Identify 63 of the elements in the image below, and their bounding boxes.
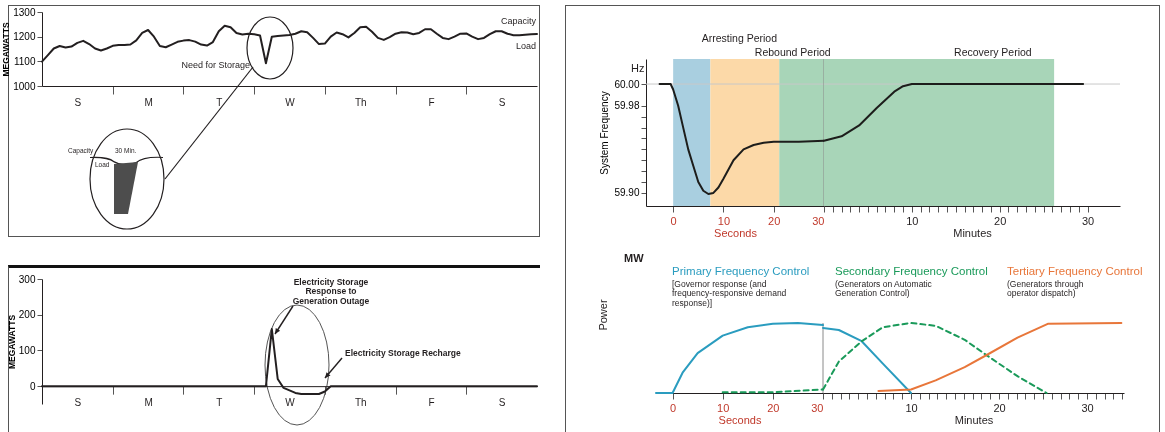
x-axis-title: Minutes bbox=[954, 413, 994, 426]
x-tick-label: 30 bbox=[1081, 214, 1095, 227]
annotation: Load bbox=[515, 41, 536, 52]
y-tick-label: 1000 bbox=[13, 80, 36, 92]
x-tick-label: F bbox=[428, 396, 435, 408]
y-axis-title: Power bbox=[596, 299, 610, 331]
x-tick-label: S bbox=[74, 396, 82, 408]
text: [Governor response (and frequency-responsive demand response)] bbox=[672, 279, 788, 309]
y-axis-title: MEGAWATTS bbox=[6, 314, 17, 370]
y-tick-label: 59.90 bbox=[614, 187, 640, 199]
x-tick-label: 0 bbox=[670, 214, 677, 227]
y-axis-title: System Frequency bbox=[599, 91, 611, 175]
x-tick-label: 30 bbox=[1081, 401, 1094, 414]
y-tick-label: 300 bbox=[18, 273, 36, 285]
x-tick-label: M bbox=[144, 396, 153, 408]
band-label: Rebound Period bbox=[754, 46, 831, 58]
y-tick-label: 1200 bbox=[13, 31, 36, 43]
x-tick-label: 0 bbox=[669, 401, 677, 414]
annotation: Electricity Storage Response to Generation Outage bbox=[291, 277, 371, 307]
text: Primary Frequency Control bbox=[672, 265, 810, 278]
x-tick-label: F bbox=[428, 96, 435, 108]
y-tick-label: 0 bbox=[29, 380, 36, 392]
y-tick-label: 59.98 bbox=[614, 100, 640, 112]
x-tick-label: 30 bbox=[812, 214, 825, 227]
x-tick-label: W bbox=[285, 96, 296, 108]
x-tick-label: 10 bbox=[717, 214, 731, 227]
y-tick-label: 200 bbox=[18, 309, 36, 321]
x-tick-label: S bbox=[498, 96, 506, 108]
x-axis-title: Minutes bbox=[953, 226, 993, 239]
x-tick-label: S bbox=[74, 96, 82, 108]
annotation: Capacity bbox=[500, 16, 536, 27]
text: MW bbox=[624, 252, 644, 265]
x-tick-label: 10 bbox=[717, 401, 730, 414]
x-tick-label: 10 bbox=[905, 401, 918, 414]
x-tick-label: 20 bbox=[768, 214, 781, 227]
x-tick-label: 20 bbox=[994, 214, 1007, 227]
x-tick-label: Th bbox=[354, 96, 367, 108]
band-label: Arresting Period bbox=[701, 32, 778, 44]
x-tick-label: 30 bbox=[811, 401, 824, 414]
text: Secondary Frequency Control bbox=[835, 265, 988, 278]
x-tick-label: T bbox=[216, 396, 223, 408]
text: (Generators on Automatic Generation Control) bbox=[835, 279, 933, 299]
y-tick-label: 60.00 bbox=[614, 78, 640, 90]
text: Tertiary Frequency Control bbox=[1007, 265, 1143, 278]
y-tick-label: 1100 bbox=[13, 55, 36, 67]
annotation: Need for Storage bbox=[181, 60, 250, 71]
x-axis-title: Seconds bbox=[714, 226, 758, 239]
x-tick-label: M bbox=[144, 96, 153, 108]
x-tick-label: 10 bbox=[906, 214, 919, 227]
x-tick-label: W bbox=[285, 396, 296, 408]
x-tick-label: 20 bbox=[993, 401, 1006, 414]
text: (Generators through operator dispatch) bbox=[1007, 279, 1085, 299]
annotation: Electricity Storage Recharge bbox=[345, 348, 461, 359]
y-axis-title: MEGAWATTS bbox=[1, 22, 12, 77]
x-tick-label: T bbox=[216, 96, 223, 108]
text: Hz bbox=[631, 62, 645, 75]
x-axis-title: Seconds bbox=[718, 413, 762, 426]
y-tick-label: 100 bbox=[18, 344, 36, 356]
x-tick-label: Th bbox=[354, 396, 367, 408]
y-tick-label: 1300 bbox=[13, 6, 36, 18]
x-tick-label: 20 bbox=[767, 401, 780, 414]
x-tick-label: S bbox=[498, 396, 506, 408]
band-label: Recovery Period bbox=[954, 46, 1032, 58]
